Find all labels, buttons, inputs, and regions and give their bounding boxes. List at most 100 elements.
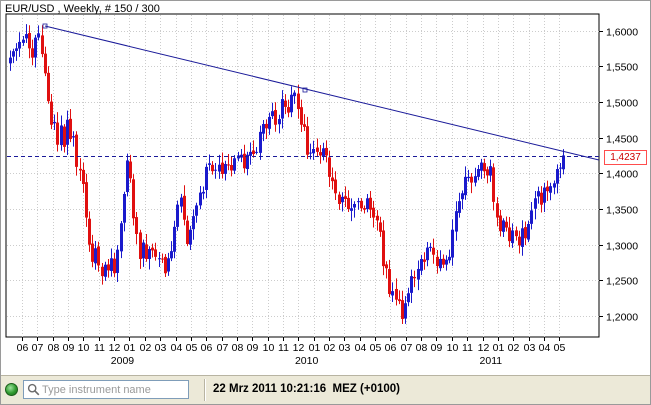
candle-body [553,183,556,188]
candle-body [94,248,97,264]
month-axis-label: 03 [155,342,167,354]
candle-body [110,258,113,271]
candle-body [12,51,15,57]
candle-body [492,167,495,202]
candle-body [376,215,379,221]
candle-body [369,197,372,210]
candle-body [281,99,284,119]
current-price-tag: 1,4237 [604,149,647,165]
candle-body [404,303,407,319]
candle-body [451,229,454,258]
candle-body [18,41,21,49]
candle-body [233,158,236,171]
candle-body [88,218,91,245]
candle-body [9,57,12,64]
candles [9,24,565,324]
candle-body [199,192,202,206]
candle-body [357,201,360,203]
connection-status-icon[interactable] [5,383,18,396]
instrument-search-box[interactable] [23,380,189,399]
candle-body [230,165,233,171]
candle-body [344,196,347,200]
instrument-search-input[interactable] [42,382,186,397]
candle-body [227,164,230,166]
candle-body [158,258,161,260]
year-axis-label: 2009 [111,355,135,367]
month-axis-label: 07 [32,342,44,354]
candle-body [543,187,546,203]
candle-body [120,223,123,252]
candlestick-chart[interactable]: 1,6000 1,5500 1,5000 1,4500 1,4000 1,3500 1,30… [1,1,651,375]
candle-body [161,258,164,260]
candle-body [287,107,290,113]
candle-body [34,37,37,58]
candle-body [176,204,179,227]
month-axis-label: 05 [370,342,382,354]
month-axis-label: 06 [385,342,397,354]
candle-body [527,223,530,240]
candle-body [186,220,189,244]
price-axis-label: 1,3500 [606,205,638,217]
candle-body [252,150,255,155]
candle-body [255,151,258,153]
plot-area [5,13,600,338]
candle-body [82,169,85,185]
candle-body [470,176,473,183]
candle-body [173,226,176,252]
candle-body [28,32,31,49]
candle-body [208,163,211,165]
candle-body [180,197,183,207]
candle-body [15,48,18,51]
candle-body [515,230,518,237]
candle-body [303,124,306,127]
price-axis-label: 1,2000 [606,312,638,324]
candle-body [211,164,214,172]
candle-body [410,276,413,293]
price-axis-label: 1,6000 [606,27,638,39]
candle-body [274,110,277,125]
candle-body [126,160,129,193]
price-axis-label: 1,5000 [606,98,638,110]
candle-body [41,35,44,55]
candle-body [69,118,72,140]
candle-body [306,126,309,155]
candle-body [537,191,540,197]
candle-body [293,92,296,97]
candle-body [483,163,486,172]
candle-body [436,256,439,267]
month-axis-label: 09 [63,342,75,354]
candle-body [461,193,464,200]
candle-body [549,186,552,193]
candle-body [439,258,442,269]
candle-body [556,169,559,184]
month-axis-label: 12 [109,342,121,354]
candle-body [530,210,533,224]
candle-body [50,101,53,125]
candle-body [448,256,451,261]
candle-body [135,217,138,234]
candle-body [331,177,334,182]
candle-body [372,207,375,218]
candle-body [521,228,524,247]
candle-body [458,201,461,213]
candle-body [189,229,192,245]
candle-body [97,246,100,266]
candle-body [300,107,303,125]
candle-body [474,176,477,183]
candle-body [202,191,205,194]
candle-body [353,204,356,208]
candle-body [334,179,337,194]
candle-body [53,121,56,124]
month-axis-label: 04 [539,342,551,354]
candle-body [350,208,353,211]
candle-body [423,259,426,262]
candle-body [467,176,470,179]
candle-body [505,221,508,228]
candle-body [407,293,410,303]
month-axis-label: 08 [48,342,60,354]
candle-body [63,126,66,147]
candle-body [104,264,107,277]
candle-body [489,166,492,176]
candle-body [391,291,394,296]
status-datetime: 22 Mrz 2011 10:21:16 MEZ (+0100) [213,383,400,395]
